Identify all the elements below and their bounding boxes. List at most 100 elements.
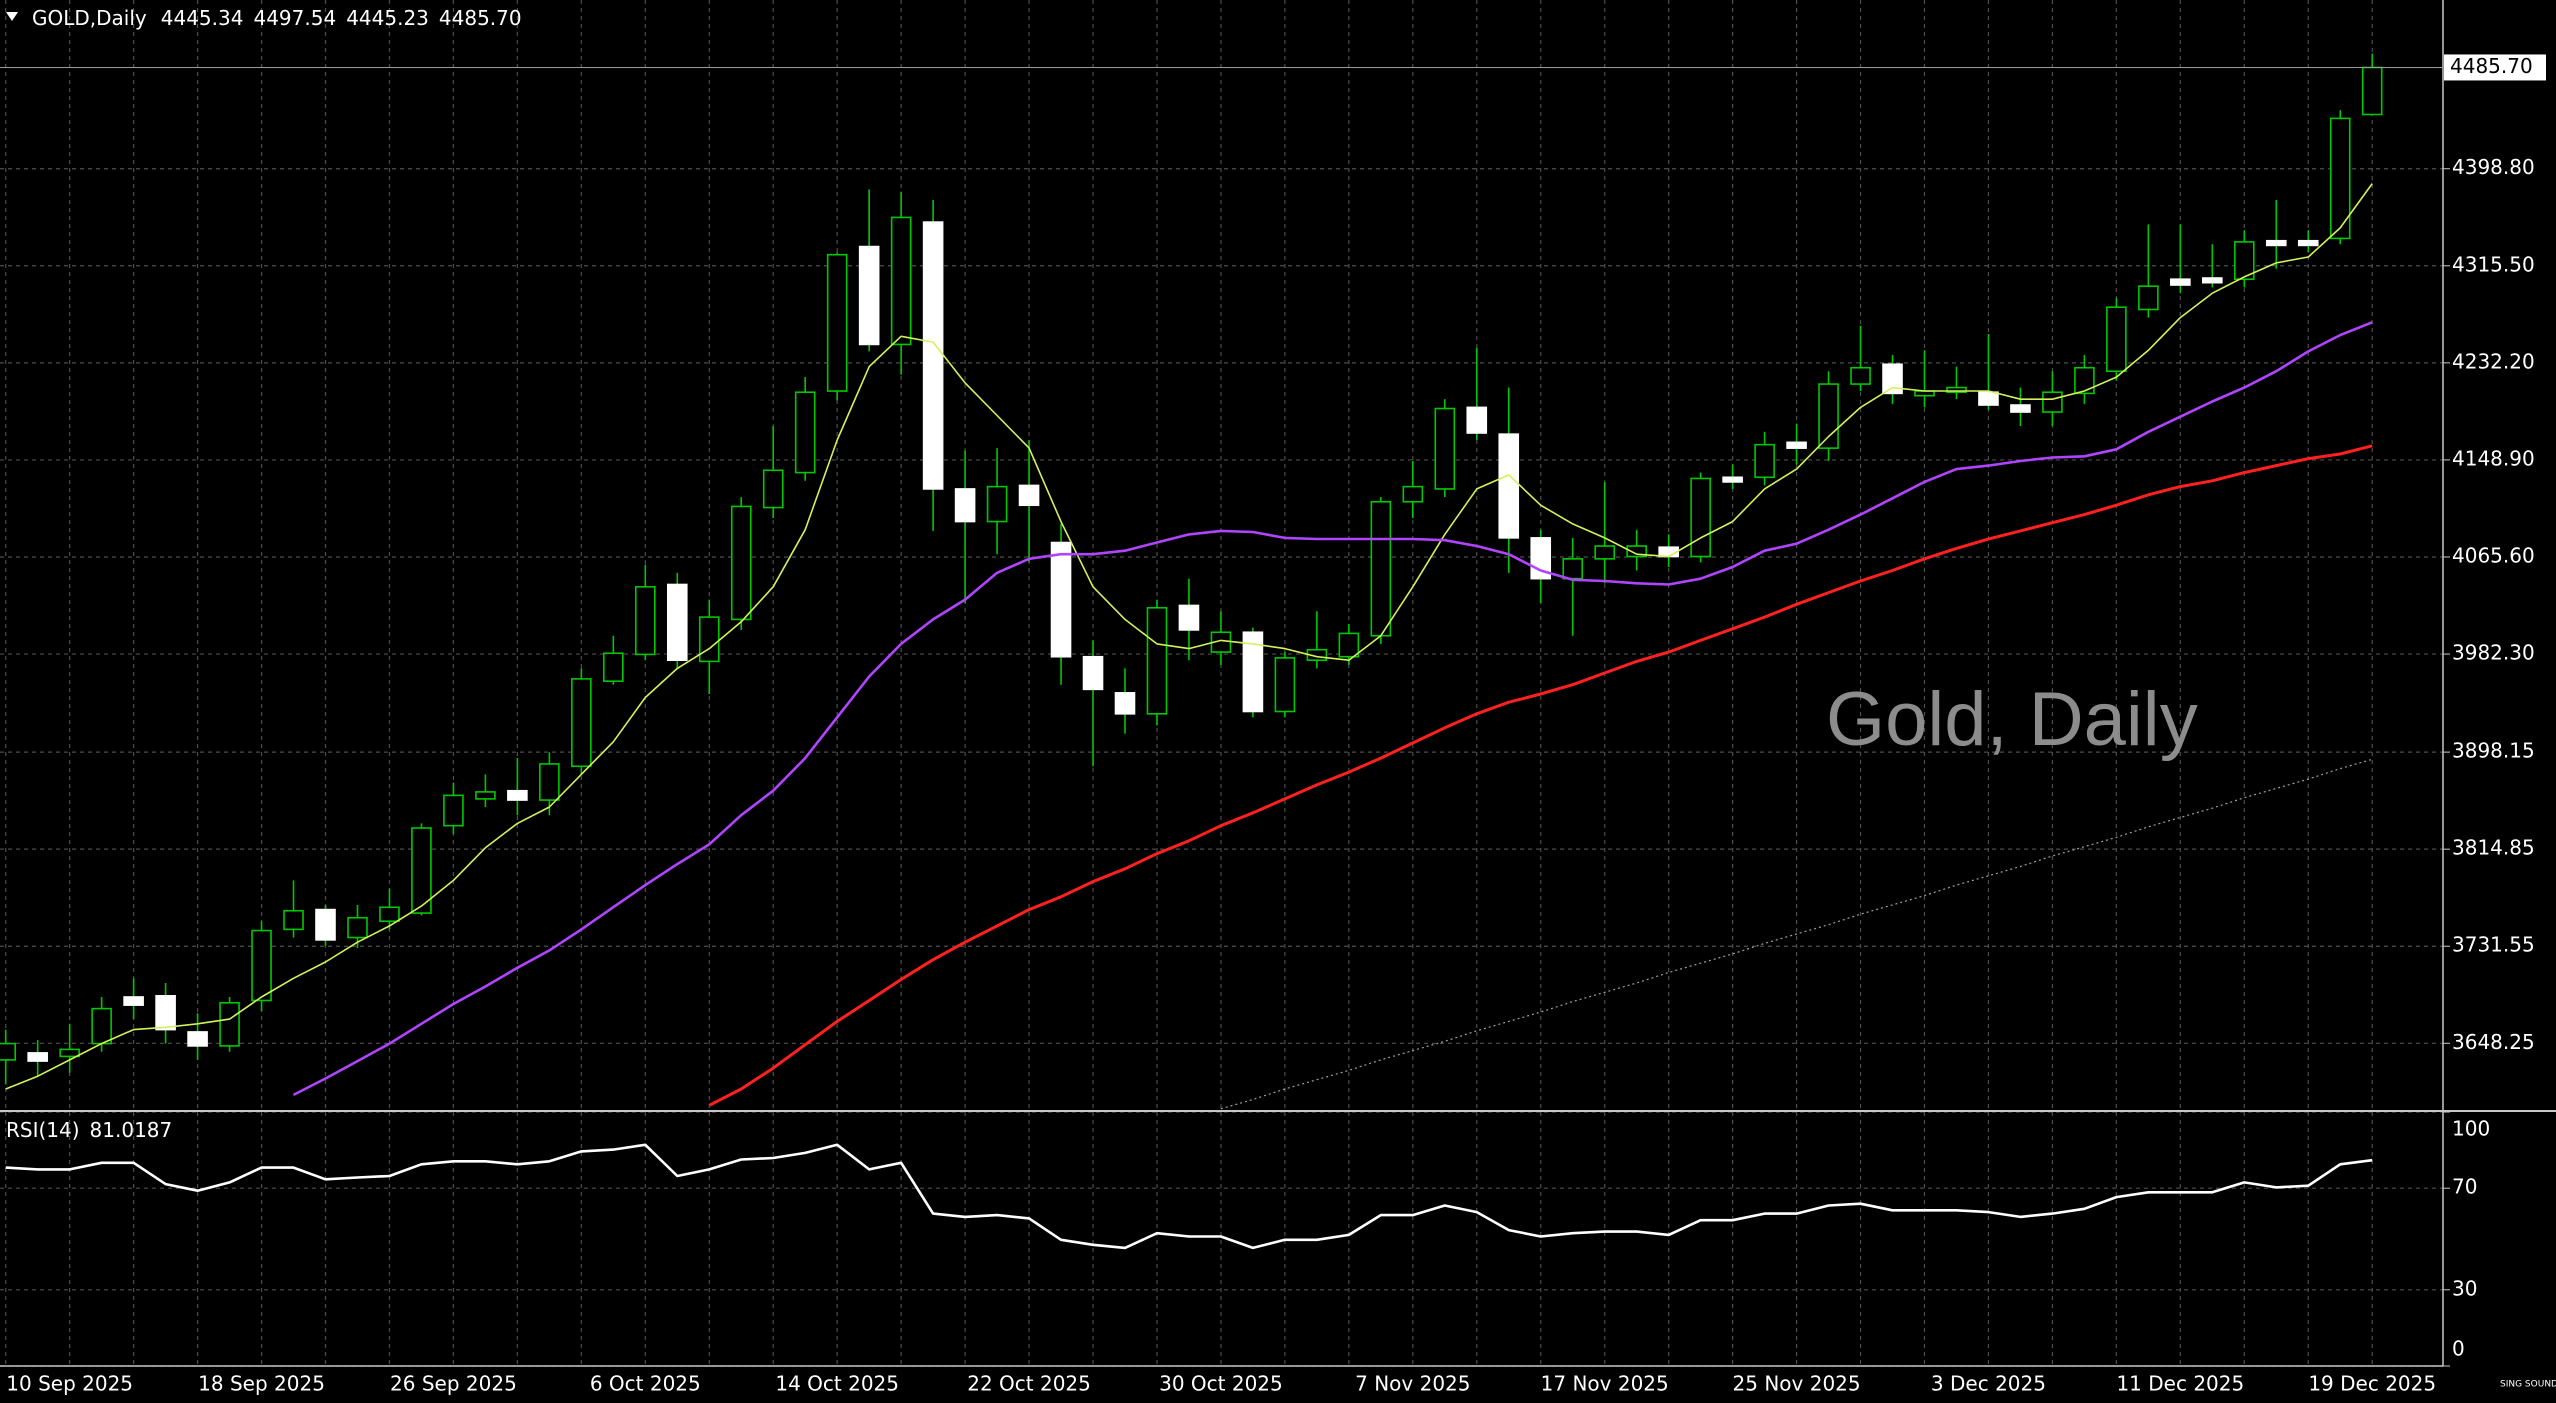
candle-body-up bbox=[1946, 386, 1967, 394]
candle-body-up bbox=[0, 1042, 17, 1061]
ma-line bbox=[1220, 758, 2373, 1110]
x-tick-label: 3 Dec 2025 bbox=[1931, 1372, 2046, 1396]
candle-body-down bbox=[1786, 441, 1807, 449]
y-tick-label: 3648.25 bbox=[2452, 1030, 2535, 1054]
candle-body-up bbox=[2042, 391, 2063, 413]
candle-body-up bbox=[251, 929, 272, 1002]
x-tick-label: 22 Oct 2025 bbox=[967, 1372, 1091, 1396]
candle-body-down bbox=[1114, 692, 1136, 715]
x-tick-label: 14 Oct 2025 bbox=[775, 1372, 899, 1396]
y-tick-label: 3982.30 bbox=[2452, 641, 2535, 665]
rsi-title: RSI(14) bbox=[6, 1118, 80, 1142]
candle-body-down bbox=[2170, 278, 2191, 286]
candle-body-down bbox=[1082, 655, 1104, 691]
ma-line bbox=[708, 444, 2373, 1107]
candle-body-up bbox=[1594, 545, 1615, 560]
candle-body-up bbox=[2074, 366, 2095, 395]
candle-body-down bbox=[954, 488, 976, 523]
y-tick-label: 3898.15 bbox=[2452, 739, 2535, 763]
candle-body-down bbox=[315, 908, 336, 941]
x-tick-label: 26 Sep 2025 bbox=[390, 1372, 517, 1396]
candle-body-down bbox=[2202, 277, 2223, 284]
x-tick-label: 19 Dec 2025 bbox=[2308, 1372, 2436, 1396]
menu-triangle bbox=[6, 12, 18, 21]
candle-body-down bbox=[1050, 541, 1072, 658]
price-tag-label: 4485.70 bbox=[2450, 54, 2533, 78]
candle-body-up bbox=[91, 1007, 112, 1045]
candle-body-up bbox=[730, 505, 752, 621]
candle-body-up bbox=[1690, 477, 1711, 558]
candle-body-up bbox=[1370, 500, 1392, 637]
chart-header: GOLD,Daily 4445.34 4497.54 4445.23 4485.70 bbox=[32, 6, 522, 30]
candle-body-up bbox=[890, 216, 912, 346]
logo-text: SING SOUND bbox=[2500, 1380, 2556, 1390]
candle-body-up bbox=[2138, 285, 2159, 311]
x-tick-label: 18 Sep 2025 bbox=[198, 1372, 325, 1396]
candle-body-up bbox=[826, 253, 848, 392]
x-tick-label: 6 Oct 2025 bbox=[590, 1372, 701, 1396]
x-tick-label: 30 Oct 2025 bbox=[1159, 1372, 1283, 1396]
candle-body-up bbox=[59, 1048, 80, 1058]
candle-body-up bbox=[603, 652, 624, 682]
candle-body-up bbox=[1274, 657, 1296, 713]
candle-body-down bbox=[1242, 631, 1264, 713]
candle-body-down bbox=[1722, 476, 1743, 483]
watermark: Gold, Daily bbox=[1826, 677, 2198, 762]
candle-body-up bbox=[475, 791, 496, 800]
candle-body-up bbox=[443, 794, 464, 827]
y-tick-label: 4148.90 bbox=[2452, 446, 2535, 470]
candle-body-up bbox=[219, 1001, 240, 1047]
ohlc-label: 4445.23 bbox=[346, 6, 429, 30]
candle-body-down bbox=[507, 789, 528, 801]
candle-body-up bbox=[539, 763, 560, 801]
rsi-header: RSI(14) 81.0187 bbox=[6, 1118, 172, 1142]
candle-body-up bbox=[283, 909, 304, 931]
candle-body-up bbox=[411, 827, 432, 914]
candle-body-up bbox=[634, 586, 656, 656]
candle-body-up bbox=[379, 906, 400, 923]
candle-body-up bbox=[2106, 306, 2127, 373]
candle-body-down bbox=[1018, 484, 1040, 507]
candle-body-down bbox=[858, 245, 880, 346]
candle-body-up bbox=[2329, 117, 2351, 240]
candle-body-up bbox=[1562, 558, 1584, 580]
candle-body-down bbox=[922, 221, 944, 490]
y-tick-label: 4398.80 bbox=[2452, 155, 2535, 179]
price-tag bbox=[2444, 54, 2546, 81]
candle-body-up bbox=[1434, 407, 1456, 490]
candle-body-up bbox=[986, 485, 1008, 523]
ma-line bbox=[5, 183, 2373, 1090]
ma-line bbox=[292, 321, 2373, 1097]
candle-body-down bbox=[666, 583, 688, 662]
candle-body-down bbox=[1498, 433, 1520, 539]
candle-body-up bbox=[1338, 632, 1360, 658]
rsi-tick-label: 70 bbox=[2452, 1175, 2477, 1199]
x-tick-label: 7 Nov 2025 bbox=[1355, 1372, 1470, 1396]
rsi-tick-label: 30 bbox=[2452, 1276, 2477, 1300]
candle-body-down bbox=[1882, 363, 1903, 395]
candle-body-up bbox=[1754, 443, 1775, 479]
candle-body-up bbox=[2361, 66, 2383, 116]
y-tick-label: 4315.50 bbox=[2452, 252, 2535, 276]
x-tick-label: 10 Sep 2025 bbox=[6, 1372, 133, 1396]
candle-body-down bbox=[187, 1031, 208, 1047]
x-tick-label: 11 Dec 2025 bbox=[2116, 1372, 2244, 1396]
candle-body-up bbox=[698, 616, 720, 663]
candle-body-up bbox=[347, 916, 368, 939]
candle-body-down bbox=[1978, 391, 1999, 406]
candle-body-up bbox=[1818, 383, 1839, 449]
candle-body-up bbox=[794, 391, 816, 474]
candle-body-up bbox=[1402, 485, 1424, 503]
candle-body-up bbox=[762, 469, 784, 509]
rsi-tick-label: 0 bbox=[2452, 1337, 2465, 1361]
rsi-line bbox=[5, 1143, 2373, 1250]
candle-body-down bbox=[2265, 239, 2287, 247]
candle-body-down bbox=[1466, 406, 1488, 434]
candle-body-down bbox=[27, 1052, 48, 1062]
rsi-value: 81.0187 bbox=[90, 1118, 173, 1142]
ohlc-label: 4445.34 bbox=[161, 6, 244, 30]
rsi-tick-label: 100 bbox=[2452, 1117, 2490, 1141]
plot-layer bbox=[0, 53, 2383, 1250]
